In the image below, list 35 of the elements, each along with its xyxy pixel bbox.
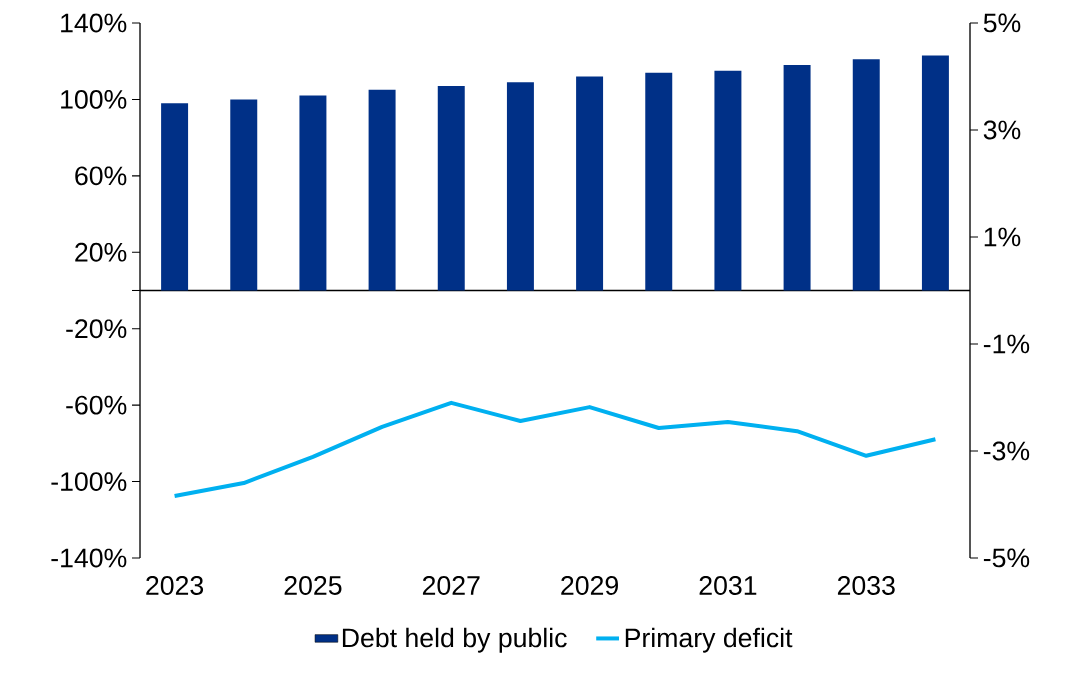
x-tick-label: 2025 bbox=[284, 576, 342, 595]
y-tick-label: 140% bbox=[61, 13, 127, 33]
line-series bbox=[172, 400, 938, 498]
x-tick-label: 2029 bbox=[561, 576, 618, 595]
bar bbox=[921, 55, 949, 291]
bar bbox=[437, 86, 465, 291]
y-tick-label: -100% bbox=[51, 472, 127, 491]
x-tick-label: 2031 bbox=[699, 576, 757, 595]
y-tick-label: -140% bbox=[51, 548, 127, 568]
bar bbox=[645, 72, 673, 291]
bar bbox=[714, 70, 742, 291]
x-tick-label: 2027 bbox=[422, 576, 480, 595]
bar bbox=[299, 95, 327, 291]
bar bbox=[506, 82, 534, 291]
bar bbox=[783, 65, 811, 291]
y-tick-label: 20% bbox=[75, 242, 127, 262]
x-tick-label: 2023 bbox=[146, 576, 204, 595]
bar bbox=[161, 103, 189, 291]
y-tick-label: -60% bbox=[66, 395, 127, 415]
y2-tick-label: 3% bbox=[983, 120, 1021, 140]
bar bbox=[368, 89, 396, 291]
y2-tick-label: -5% bbox=[983, 548, 1030, 568]
bar bbox=[230, 99, 258, 291]
y-tick-label: 60% bbox=[75, 166, 127, 186]
legend-label: Primary deficit bbox=[625, 627, 793, 653]
legend-label: Debt held by public bbox=[342, 627, 567, 653]
y2-tick-label: -3% bbox=[983, 441, 1030, 461]
y2-tick-label: -1% bbox=[983, 334, 1030, 354]
y-tick-label: -20% bbox=[66, 319, 127, 339]
bar bbox=[852, 59, 880, 291]
y2-tick-label: 5% bbox=[983, 13, 1021, 33]
y-tick-label: 100% bbox=[61, 89, 127, 109]
y2-tick-label: 1% bbox=[984, 227, 1021, 247]
x-tick-label: 2033 bbox=[837, 576, 895, 595]
bar bbox=[576, 76, 604, 291]
